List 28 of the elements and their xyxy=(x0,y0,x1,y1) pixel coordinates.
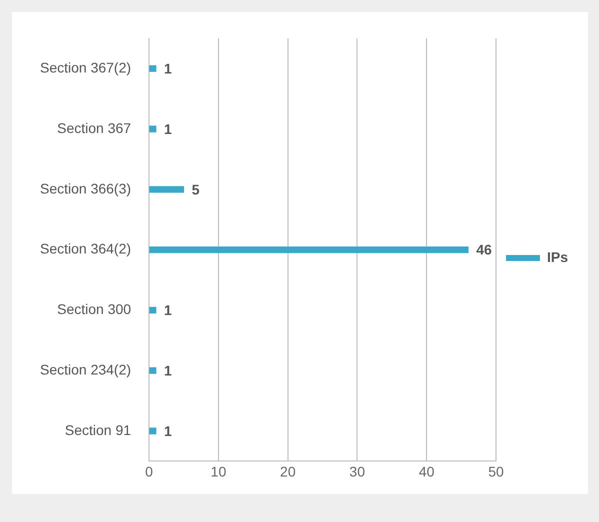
x-tick-label: 50 xyxy=(488,463,504,480)
bar xyxy=(149,65,156,72)
y-tick-label: Section 364(2) xyxy=(40,240,132,257)
data-label: 1 xyxy=(164,422,172,439)
data-label: 1 xyxy=(164,362,172,378)
data-label: 1 xyxy=(164,302,172,318)
data-label: 46 xyxy=(476,242,492,258)
bar xyxy=(149,186,184,193)
x-tick-label: 10 xyxy=(210,463,226,480)
x-tick-label: 20 xyxy=(280,463,296,480)
y-tick-label: Section 300 xyxy=(57,301,132,318)
y-tick-label: Section 234(2) xyxy=(40,361,132,378)
data-label: 5 xyxy=(192,181,200,198)
data-label: 1 xyxy=(164,60,172,76)
legend-label: IPs xyxy=(546,248,568,265)
bar xyxy=(149,126,156,132)
x-tick-label: 0 xyxy=(145,463,154,480)
y-tick-label: Section 367 xyxy=(57,120,132,136)
y-tick-label: Section 366(3) xyxy=(40,180,132,196)
y-tick-label: Section 91 xyxy=(64,422,132,438)
bar xyxy=(149,246,469,254)
bar xyxy=(149,367,156,374)
data-label: 1 xyxy=(164,120,172,137)
x-tick-label: 40 xyxy=(418,463,435,480)
bar xyxy=(149,428,156,434)
bar xyxy=(149,306,156,314)
x-tick-label: 30 xyxy=(349,463,366,480)
y-tick-label: Section 367(2) xyxy=(40,59,132,76)
